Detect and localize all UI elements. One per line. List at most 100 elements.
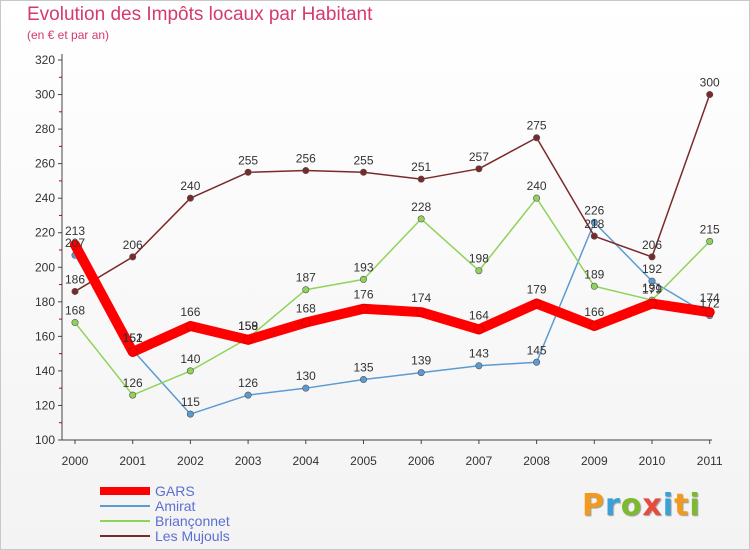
data-point-gars [704,307,715,317]
data-label-les-mujouls: 300 [700,76,720,90]
data-point-les-mujouls [359,168,367,176]
data-point-gars [70,240,80,250]
data-point-les-mujouls [417,175,425,183]
data-point-les-mujouls [706,91,714,99]
data-point-les-mujouls [533,134,541,142]
data-label-amirat: 115 [181,395,200,409]
data-point-les-mujouls [590,232,598,240]
logo-letter: P [582,488,605,523]
x-tick-label: 2010 [639,454,666,468]
data-label-brian-onnet: 240 [527,179,547,193]
data-label-les-mujouls: 255 [238,153,258,167]
data-point-brian-onnet [706,237,714,245]
data-label-amirat: 152 [123,331,143,345]
data-label-brian-onnet: 187 [296,271,316,285]
x-tick-label: 2007 [466,454,493,468]
data-point-amirat [475,362,483,370]
data-label-les-mujouls: 240 [180,179,200,193]
data-label-gars: 179 [642,283,662,297]
series-line-amirat [74,221,711,415]
data-label-amirat: 192 [642,262,662,276]
logo-letter: t [674,488,690,523]
y-tick-label: 320 [35,53,55,67]
data-point-gars [531,298,542,309]
data-label-amirat: 143 [469,347,489,361]
data-point-gars [358,303,369,314]
data-point-brian-onnet [186,367,194,375]
data-point-brian-onnet [359,275,367,283]
data-label-amirat: 130 [296,369,316,383]
data-point-gars [416,307,427,317]
chart-subtitle: (en € et par an) [27,28,110,42]
data-label-amirat: 126 [238,376,258,390]
data-point-les-mujouls [302,167,310,175]
y-tick-label: 260 [35,157,55,171]
data-point-gars [474,324,484,335]
legend-swatch [100,520,150,522]
legend-label: GARS [155,483,195,499]
data-label-brian-onnet: 228 [411,200,431,214]
y-tick-label: 300 [35,88,55,102]
data-point-amirat [186,410,194,418]
data-label-gars: 166 [180,305,200,319]
data-point-les-mujouls [186,194,194,202]
data-point-gars [300,317,311,328]
data-label-amirat: 145 [527,343,547,357]
data-label-brian-onnet: 193 [353,260,373,274]
data-label-brian-onnet: 159 [238,319,258,333]
data-point-brian-onnet [129,391,137,399]
data-point-les-mujouls [244,168,252,176]
series-brian-onnet [71,194,714,399]
data-point-amirat [533,358,541,366]
data-label-brian-onnet: 189 [584,267,604,281]
x-tick-label: 2002 [177,454,204,468]
data-label-les-mujouls: 257 [469,150,489,164]
logo-letter: r [605,488,621,523]
legend-label: Amirat [155,498,196,514]
logo-letter: i [689,488,701,523]
data-label-les-mujouls: 255 [353,153,373,167]
data-label-amirat: 207 [65,236,85,250]
series-les-mujouls [71,91,714,295]
x-tick-label: 2005 [350,454,377,468]
data-label-brian-onnet: 140 [180,352,200,366]
x-tick-label: 2006 [408,454,435,468]
y-tick-label: 280 [35,122,55,136]
series-amirat [71,218,714,418]
legend-swatch [100,487,150,495]
data-point-gars [243,335,253,345]
data-point-amirat [648,277,656,285]
data-label-brian-onnet: 191 [642,281,662,295]
data-label-les-mujouls: 251 [411,160,431,174]
logo-letter: i [662,488,675,523]
data-point-amirat [302,384,310,392]
data-point-gars [647,298,657,309]
data-label-les-mujouls: 206 [642,238,662,252]
data-point-brian-onnet [533,194,541,202]
data-label-gars: 164 [469,308,489,322]
data-label-gars: 174 [411,291,431,305]
data-point-brian-onnet [417,215,425,223]
data-label-gars: 168 [296,302,316,316]
data-point-amirat [417,369,425,377]
data-label-les-mujouls: 206 [123,238,143,252]
data-label-gars: 158 [238,319,258,333]
data-point-brian-onnet [302,286,310,294]
data-label-les-mujouls: 256 [296,152,316,166]
data-label-amirat: 135 [353,361,373,375]
data-label-gars: 174 [700,291,720,305]
data-point-amirat [244,391,252,399]
data-label-amirat: 226 [584,203,604,217]
data-point-les-mujouls [475,165,483,173]
data-label-gars: 179 [527,283,547,297]
data-label-amirat: 172 [700,297,720,311]
data-label-gars: 151 [123,331,143,345]
data-label-les-mujouls: 186 [65,272,85,286]
data-label-brian-onnet: 168 [65,304,85,318]
y-tick-label: 160 [35,329,55,343]
data-point-amirat [359,376,367,384]
data-label-gars: 176 [353,288,373,302]
legend-label: Les Mujouls [155,528,230,544]
